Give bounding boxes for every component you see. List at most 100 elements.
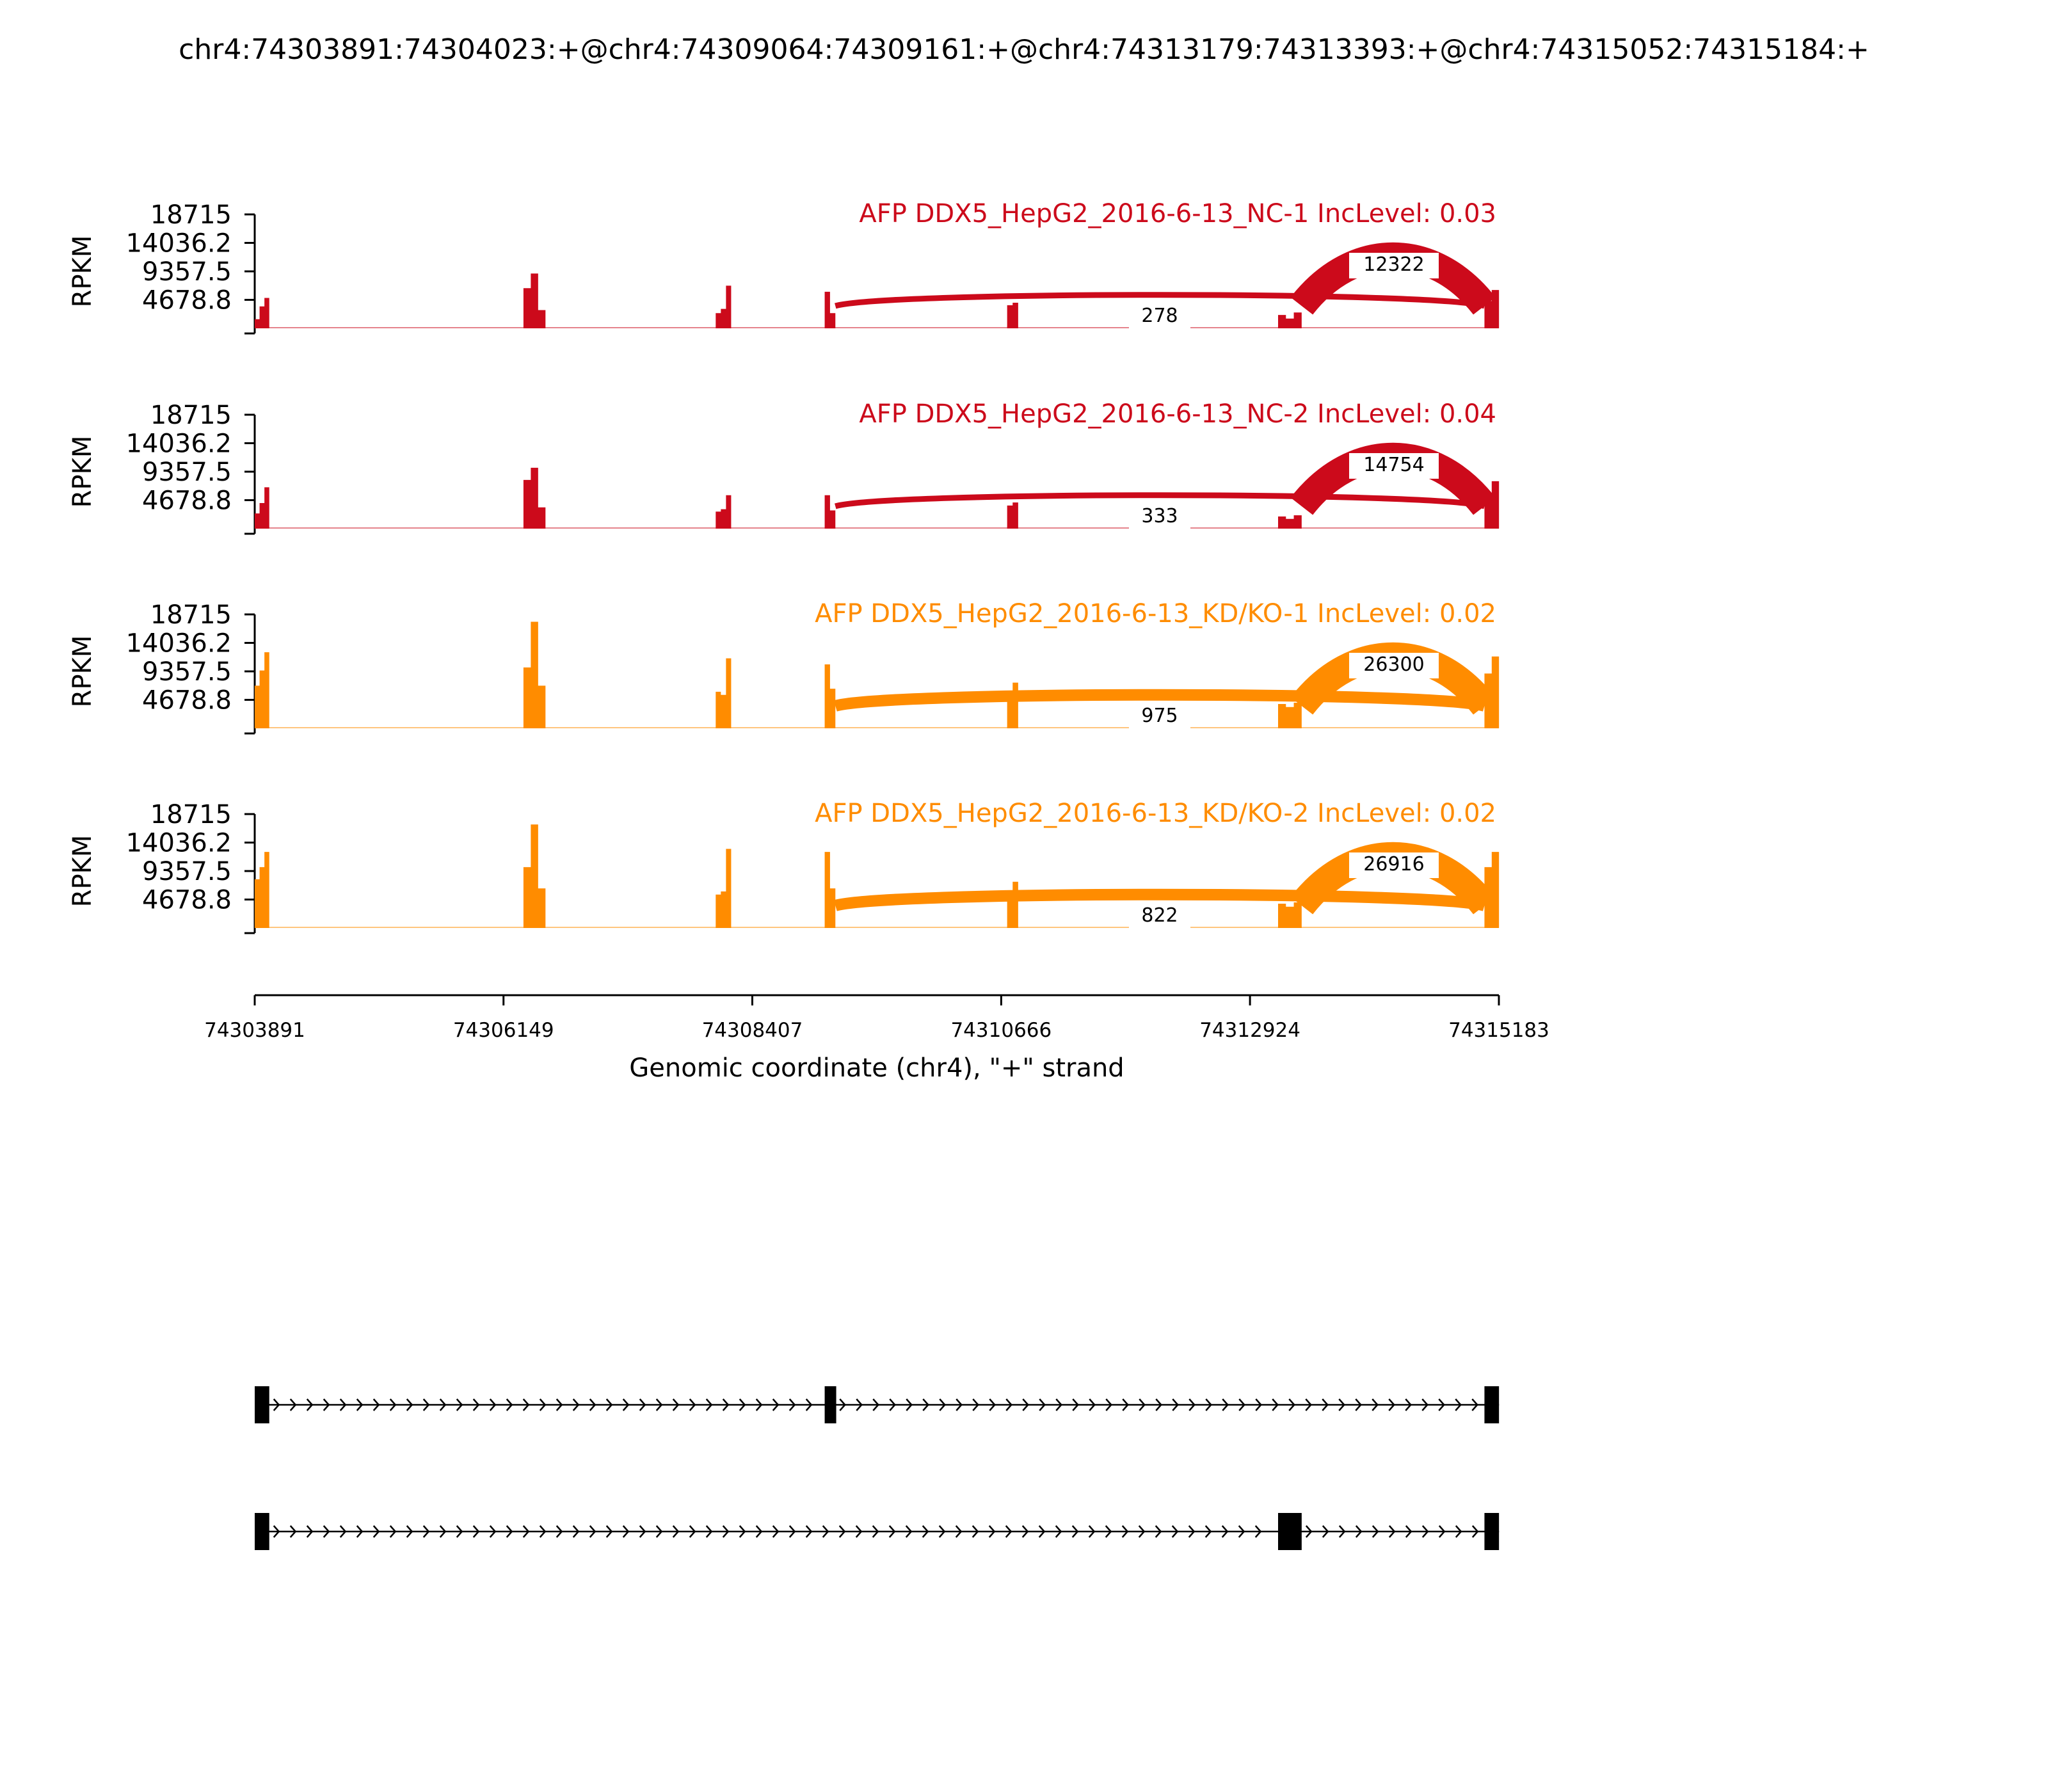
coverage-bar [1484, 481, 1500, 529]
strand-arrow [788, 1398, 796, 1411]
strand-arrow [439, 1398, 447, 1411]
strand-arrow [339, 1525, 347, 1538]
strand-arrow [722, 1525, 730, 1538]
strand-arrow [855, 1525, 863, 1538]
strand-arrow [705, 1525, 713, 1538]
coverage-bar [1007, 502, 1018, 529]
y-axis-label: RPKM [68, 236, 97, 308]
strand-arrow [1088, 1525, 1096, 1538]
coverage-bar [1484, 290, 1500, 328]
strand-arrow [1355, 1525, 1363, 1538]
x-tick-label: 74303891 [204, 1019, 305, 1042]
strand-arrow [1155, 1525, 1162, 1538]
y-tick-label: 4678.8 [142, 285, 232, 315]
strand-arrow [1372, 1525, 1379, 1538]
strand-arrow [406, 1525, 413, 1538]
strand-arrow [655, 1398, 663, 1411]
y-tick-label: 18715 [150, 200, 232, 230]
isoform-exon [1484, 1513, 1500, 1550]
strand-arrow [1121, 1525, 1129, 1538]
strand-arrow [856, 1398, 863, 1411]
junction-arc [835, 292, 1485, 309]
x-tick-label: 74308407 [702, 1019, 803, 1042]
strand-arrow [1355, 1398, 1362, 1411]
junction-label-bg [1129, 704, 1190, 730]
strand-arrow [556, 1398, 563, 1411]
strand-arrow [1138, 1525, 1146, 1538]
strand-arrow [1139, 1398, 1146, 1411]
isoform-exon [1277, 1513, 1302, 1550]
strand-arrow [572, 1525, 580, 1538]
strand-arrow [589, 1525, 596, 1538]
strand-arrow [872, 1525, 879, 1538]
junction-label-bg [1349, 852, 1439, 878]
strand-arrow [672, 1398, 680, 1411]
coverage-bar [1277, 902, 1302, 928]
y-tick-label: 4678.8 [142, 685, 232, 715]
strand-arrow [372, 1398, 380, 1411]
strand-arrow [622, 1525, 630, 1538]
coverage-bar [824, 495, 836, 529]
strand-arrow [506, 1398, 513, 1411]
coverage-bar [523, 467, 546, 529]
strand-arrow [1372, 1398, 1379, 1411]
strand-arrow [422, 1398, 430, 1411]
strand-arrow [639, 1525, 646, 1538]
y-tick-label: 14036.2 [126, 629, 232, 659]
strand-arrow [389, 1398, 397, 1411]
strand-arrow [1122, 1398, 1129, 1411]
strand-arrow [1188, 1398, 1196, 1411]
isoform-exon [255, 1513, 269, 1550]
coverage-bar [716, 285, 732, 328]
sample-title: AFP DDX5_HepG2_2016-6-13_NC-1 IncLevel: … [859, 199, 1496, 228]
y-axis-label: RPKM [68, 835, 97, 908]
strand-arrow [739, 1398, 746, 1411]
junction-label-bg [1349, 453, 1439, 479]
y-tick-label: 9357.5 [142, 458, 232, 487]
strand-arrow [323, 1525, 330, 1538]
strand-arrow [306, 1525, 314, 1538]
junction-count: 822 [1141, 904, 1178, 927]
strand-arrow [1105, 1525, 1112, 1538]
coverage-bar [824, 852, 836, 928]
strand-arrow [339, 1398, 347, 1411]
strand-arrow [456, 1525, 463, 1538]
strand-arrow [805, 1525, 813, 1538]
strand-arrow [722, 1398, 730, 1411]
strand-arrow [1338, 1525, 1346, 1538]
strand-arrow [1238, 1398, 1245, 1411]
y-tick-label: 9357.5 [142, 657, 232, 687]
coverage-bar [716, 495, 732, 529]
strand-arrow [472, 1525, 480, 1538]
strand-arrow [572, 1398, 580, 1411]
strand-arrow [988, 1525, 996, 1538]
strand-arrow [655, 1525, 663, 1538]
strand-arrow [972, 1398, 979, 1411]
strand-arrow [489, 1525, 497, 1538]
strand-arrow [1238, 1525, 1245, 1538]
strand-arrow [889, 1398, 896, 1411]
strand-arrow [839, 1398, 846, 1411]
strand-arrow [1421, 1525, 1429, 1538]
strand-arrow [489, 1398, 497, 1411]
coverage-bar [255, 852, 269, 928]
strand-arrow [1039, 1398, 1046, 1411]
coverage-bar [1007, 881, 1018, 928]
strand-arrow [772, 1525, 780, 1538]
strand-arrow [639, 1398, 646, 1411]
strand-arrow [1105, 1398, 1112, 1411]
strand-arrow [1438, 1525, 1446, 1538]
strand-arrow [522, 1525, 530, 1538]
junction-label-bg [1129, 304, 1190, 330]
strand-arrow [1305, 1398, 1312, 1411]
strand-arrow [1204, 1525, 1212, 1538]
strand-arrow [922, 1525, 929, 1538]
junction-arc [833, 689, 1486, 712]
strand-arrow [1255, 1398, 1262, 1411]
strand-arrow [1405, 1398, 1412, 1411]
strand-arrow [422, 1525, 430, 1538]
strand-arrow [689, 1398, 696, 1411]
junction-arc [833, 888, 1486, 911]
strand-arrow [1089, 1398, 1096, 1411]
